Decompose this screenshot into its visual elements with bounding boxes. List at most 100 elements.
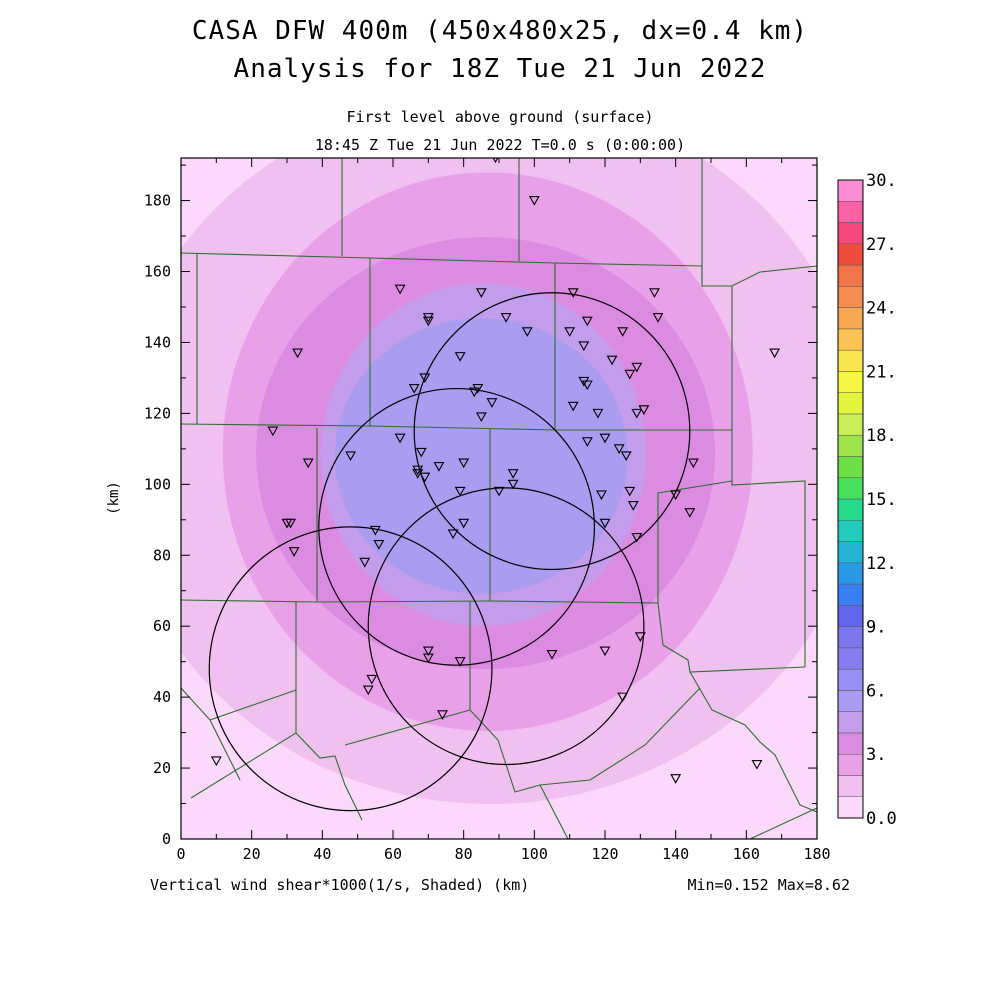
colorbar-swatch bbox=[837, 562, 864, 585]
station-marker bbox=[267, 426, 279, 437]
x-tick-label: 140 bbox=[662, 845, 689, 863]
radar-ring-2 bbox=[413, 292, 691, 571]
y-tick-label: 120 bbox=[144, 404, 171, 422]
station-marker bbox=[362, 685, 374, 696]
station-marker bbox=[447, 529, 459, 540]
station-marker bbox=[415, 447, 427, 458]
station-marker bbox=[454, 486, 466, 497]
y-tick-label: 0 bbox=[162, 830, 171, 848]
radar-ring-3 bbox=[318, 387, 595, 666]
station-marker bbox=[631, 532, 643, 543]
station-marker bbox=[599, 646, 611, 657]
station-marker bbox=[596, 490, 607, 501]
colorbar-label: 21. bbox=[866, 362, 897, 382]
radar-range-rings bbox=[208, 292, 691, 812]
station-marker bbox=[599, 518, 611, 529]
x-tick-label: 180 bbox=[803, 845, 830, 863]
county-boundary bbox=[657, 602, 806, 673]
station-marker bbox=[394, 433, 406, 444]
station-marker bbox=[581, 316, 593, 327]
station-marker bbox=[486, 398, 498, 408]
station-marker bbox=[581, 380, 593, 391]
colorbar-swatch bbox=[837, 583, 864, 606]
station-marker bbox=[475, 412, 487, 423]
station-marker bbox=[454, 657, 466, 667]
y-axis: 0 20 40 60 80 100 120 140 160 180 bbox=[144, 164, 817, 848]
station-marker bbox=[567, 288, 579, 298]
colorbar-swatch bbox=[837, 286, 864, 308]
station-marker bbox=[408, 383, 420, 394]
y-tick-label: 160 bbox=[144, 263, 171, 281]
radar-ring-4 bbox=[367, 487, 645, 766]
colorbar-swatch bbox=[837, 477, 864, 500]
colorbar-swatch bbox=[837, 456, 864, 478]
station-marker bbox=[475, 288, 487, 298]
colorbar-label: 12. bbox=[866, 554, 897, 574]
station-marker bbox=[687, 458, 699, 469]
station-marker bbox=[210, 756, 222, 767]
chart-title-line2: Analysis for 18Z Tue 21 Jun 2022 bbox=[233, 54, 767, 84]
station-marker bbox=[592, 408, 604, 419]
station-marker bbox=[500, 313, 512, 323]
county-boundary bbox=[209, 719, 241, 781]
station-marker bbox=[769, 348, 781, 359]
station-marker bbox=[507, 469, 519, 479]
colorbar-swatch bbox=[837, 775, 864, 797]
colorbar-swatch bbox=[837, 605, 864, 627]
y-tick-label: 80 bbox=[153, 546, 171, 564]
colorbar-swatch bbox=[837, 520, 864, 542]
station-marker bbox=[649, 288, 660, 298]
colorbar-frame bbox=[837, 179, 864, 819]
station-marker bbox=[433, 462, 445, 472]
chart-subtitle-level: First level above ground (surface) bbox=[346, 108, 654, 126]
station-marker bbox=[419, 472, 431, 483]
y-tick-label: 20 bbox=[153, 759, 171, 777]
station-marker bbox=[631, 362, 643, 373]
colorbar-swatch bbox=[837, 690, 864, 712]
station-marker bbox=[528, 196, 540, 206]
county-boundary bbox=[749, 807, 817, 839]
x-tick-label: 120 bbox=[591, 845, 618, 863]
station-marker bbox=[606, 355, 618, 366]
y-tick-label: 100 bbox=[144, 475, 171, 493]
colorbar-swatch bbox=[837, 626, 864, 649]
colorbar-swatch bbox=[837, 413, 864, 436]
x-tick-label: 40 bbox=[313, 845, 331, 863]
colorbar-swatch bbox=[837, 541, 864, 564]
stations bbox=[210, 158, 781, 784]
colorbar-swatch bbox=[837, 647, 864, 670]
county-boundaries bbox=[181, 158, 817, 839]
county-boundary bbox=[181, 599, 659, 604]
colorbar-swatch bbox=[837, 179, 864, 202]
colorbar-swatch bbox=[837, 668, 864, 691]
station-marker bbox=[634, 632, 646, 642]
colorbar-label: 3. bbox=[866, 745, 886, 765]
station-marker bbox=[458, 518, 470, 529]
station-marker bbox=[366, 674, 378, 685]
colorbar-swatch bbox=[837, 307, 864, 330]
station-marker bbox=[359, 557, 371, 568]
station-marker bbox=[422, 646, 434, 657]
colorbar-label: 30. bbox=[866, 171, 897, 191]
x-tick-label: 20 bbox=[243, 845, 261, 863]
field-level-5 bbox=[334, 318, 628, 594]
county-boundary bbox=[657, 480, 733, 603]
station-marker bbox=[468, 387, 480, 398]
station-marker bbox=[670, 774, 682, 784]
county-boundary bbox=[689, 671, 817, 813]
colorbar-swatch bbox=[837, 371, 864, 393]
station-marker bbox=[578, 341, 590, 352]
colorbar-swatch bbox=[837, 753, 864, 776]
colorbar-swatch bbox=[837, 392, 864, 415]
station-marker bbox=[285, 518, 296, 529]
colorbar-label: 9. bbox=[866, 618, 886, 638]
station-marker bbox=[458, 458, 470, 469]
colorbar-label: 6. bbox=[866, 681, 886, 701]
station-marker bbox=[617, 327, 629, 337]
station-marker bbox=[437, 710, 448, 720]
y-tick-label: 40 bbox=[153, 688, 171, 706]
county-boundary bbox=[181, 423, 732, 431]
station-marker bbox=[302, 458, 314, 469]
y-tick-label: 60 bbox=[153, 617, 171, 635]
